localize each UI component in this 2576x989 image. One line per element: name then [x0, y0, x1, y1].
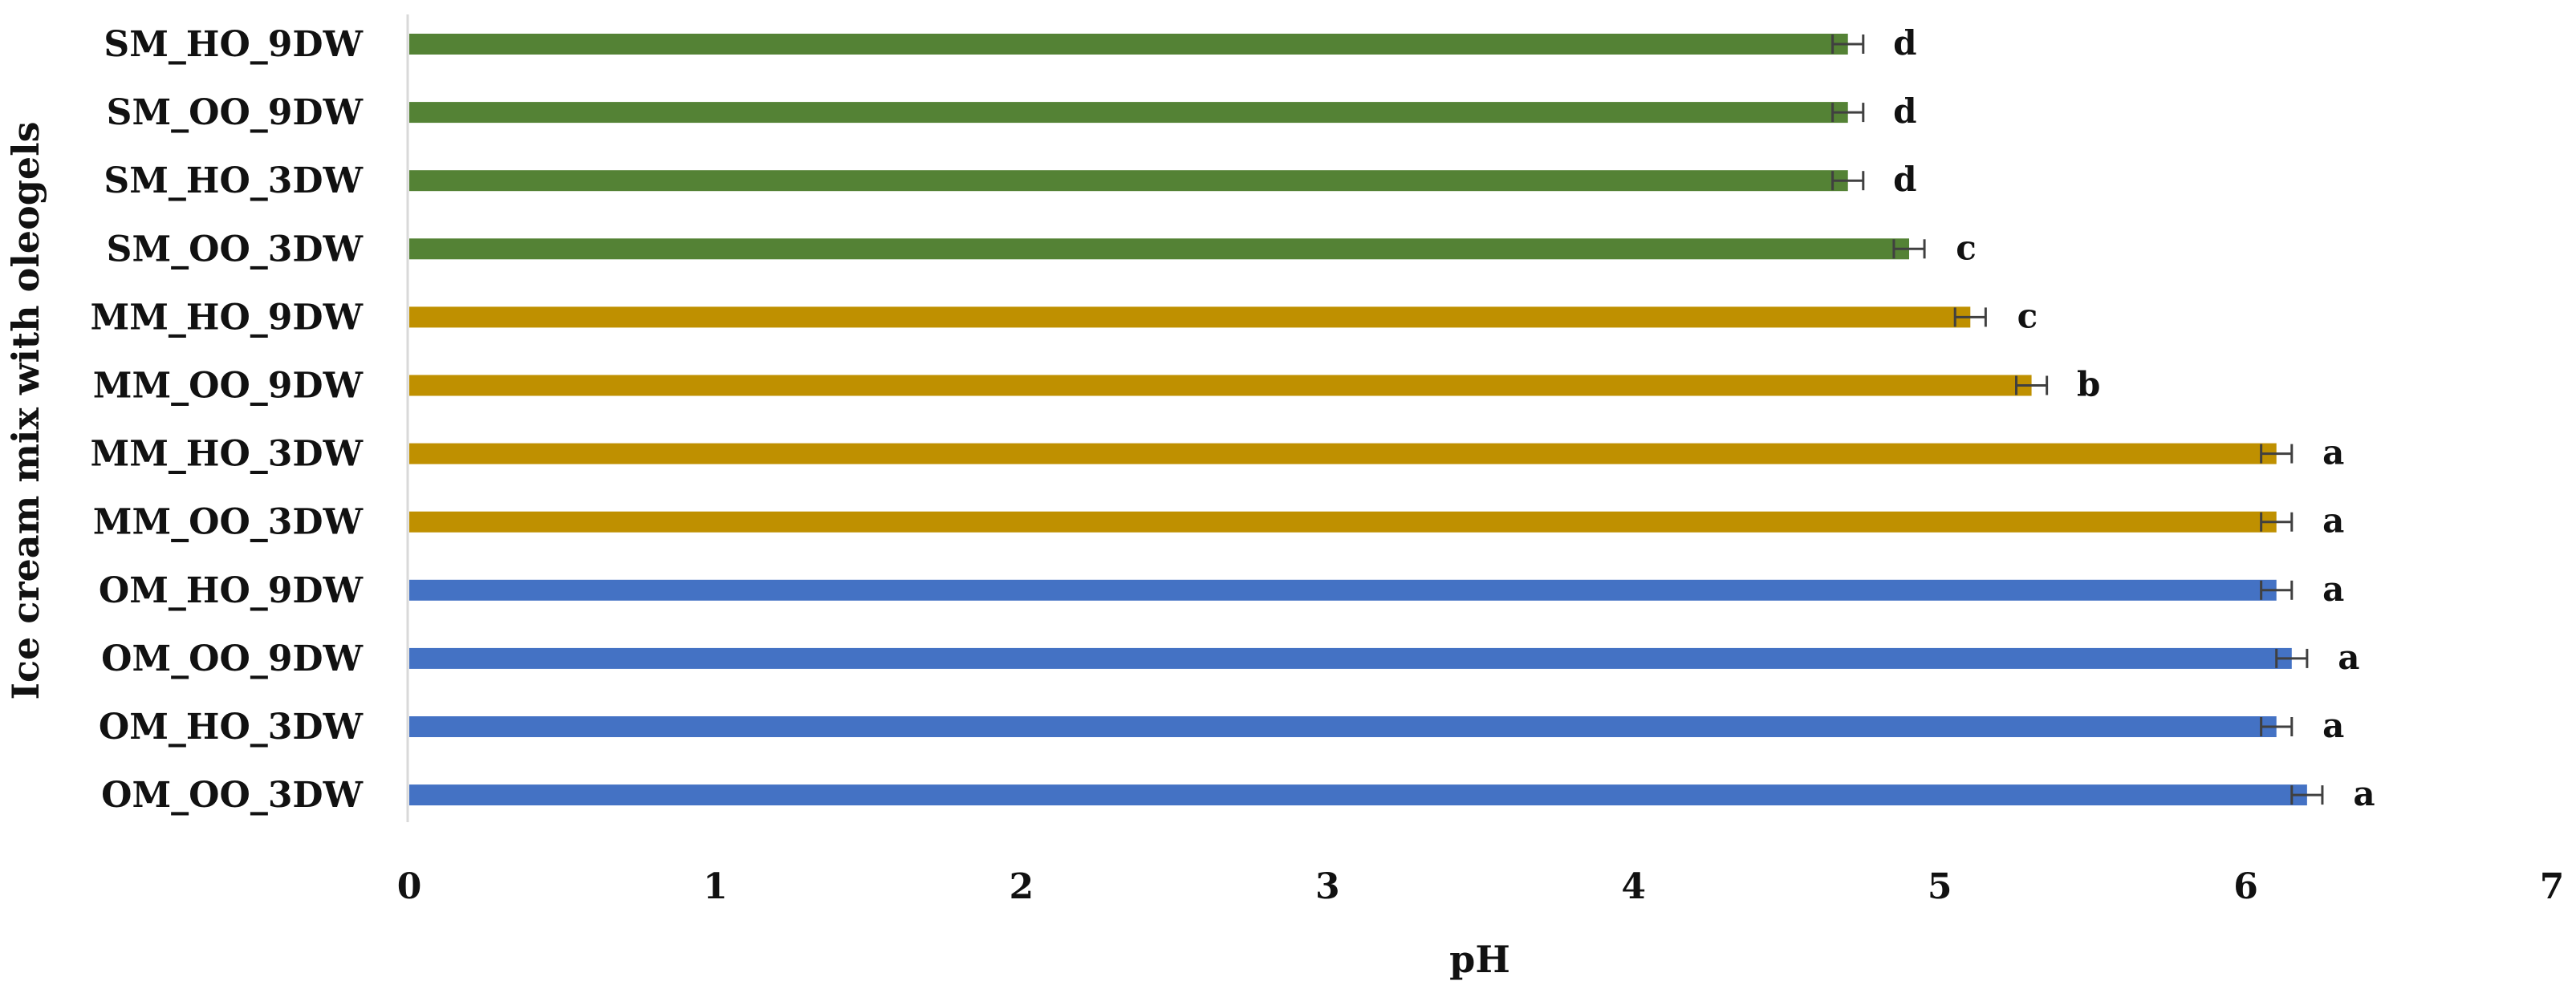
- category-label: SM_OO_9DW: [107, 92, 364, 133]
- category-label: SM_HO_3DW: [104, 160, 363, 201]
- y-axis-title: Ice cream mix with oleogels: [4, 121, 47, 699]
- significance-letter: c: [2017, 296, 2038, 335]
- category-label: MM_OO_9DW: [93, 366, 364, 407]
- bar-sm-ho-9dw: [409, 34, 1848, 55]
- bar-om-oo-9dw: [409, 647, 2292, 669]
- significance-letter: a: [2322, 501, 2344, 541]
- bar-mm-oo-9dw: [409, 375, 2032, 396]
- x-tick-label: 4: [1621, 866, 1646, 907]
- category-label: MM_HO_9DW: [91, 297, 364, 338]
- significance-letter: d: [1893, 160, 1916, 199]
- x-tick-label: 3: [1315, 866, 1340, 907]
- bar-mm-oo-3dw: [409, 511, 2277, 533]
- x-tick-label: 5: [1928, 866, 1952, 907]
- significance-letter: c: [1956, 228, 1977, 267]
- significance-letter: a: [2353, 774, 2375, 813]
- bar-om-ho-9dw: [409, 579, 2277, 601]
- significance-letter: a: [2338, 638, 2359, 677]
- significance-letter: d: [1893, 23, 1916, 63]
- category-label: OM_HO_9DW: [99, 570, 364, 611]
- bar-mm-ho-3dw: [409, 443, 2277, 464]
- significance-letter: a: [2322, 706, 2344, 745]
- category-label: MM_HO_3DW: [91, 434, 364, 475]
- bars-layer: [409, 34, 2324, 806]
- x-tick-labels: 0 1 2 3 4 5 6 7: [397, 866, 2565, 907]
- significance-letter: d: [1893, 91, 1916, 131]
- x-tick-label: 1: [703, 866, 728, 907]
- x-tick-label: 6: [2233, 866, 2258, 907]
- bar-sm-ho-3dw: [409, 170, 1848, 192]
- category-label: SM_HO_9DW: [104, 24, 363, 65]
- x-tick-label: 0: [397, 866, 422, 907]
- bar-mm-ho-9dw: [409, 306, 1971, 328]
- bar-om-ho-3dw: [409, 716, 2277, 737]
- x-axis-title: pH: [1449, 938, 1510, 981]
- category-label: OM_OO_3DW: [101, 775, 363, 816]
- significance-letter: b: [2077, 365, 2100, 404]
- category-labels: SM_HO_9DW SM_OO_9DW SM_HO_3DW SM_OO_3DW MM_H…: [91, 24, 364, 816]
- category-label: OM_HO_3DW: [99, 707, 364, 748]
- significance-letter: a: [2322, 569, 2344, 609]
- category-label: OM_OO_9DW: [101, 638, 363, 679]
- significance-letter: a: [2322, 433, 2344, 472]
- x-tick-label: 2: [1010, 866, 1034, 907]
- category-label: MM_OO_3DW: [93, 502, 364, 543]
- bar-om-oo-3dw: [409, 784, 2307, 806]
- bar-sm-oo-9dw: [409, 102, 1848, 124]
- category-label: SM_OO_3DW: [107, 229, 364, 270]
- x-tick-label: 7: [2540, 866, 2565, 907]
- bar-sm-oo-3dw: [409, 238, 1909, 260]
